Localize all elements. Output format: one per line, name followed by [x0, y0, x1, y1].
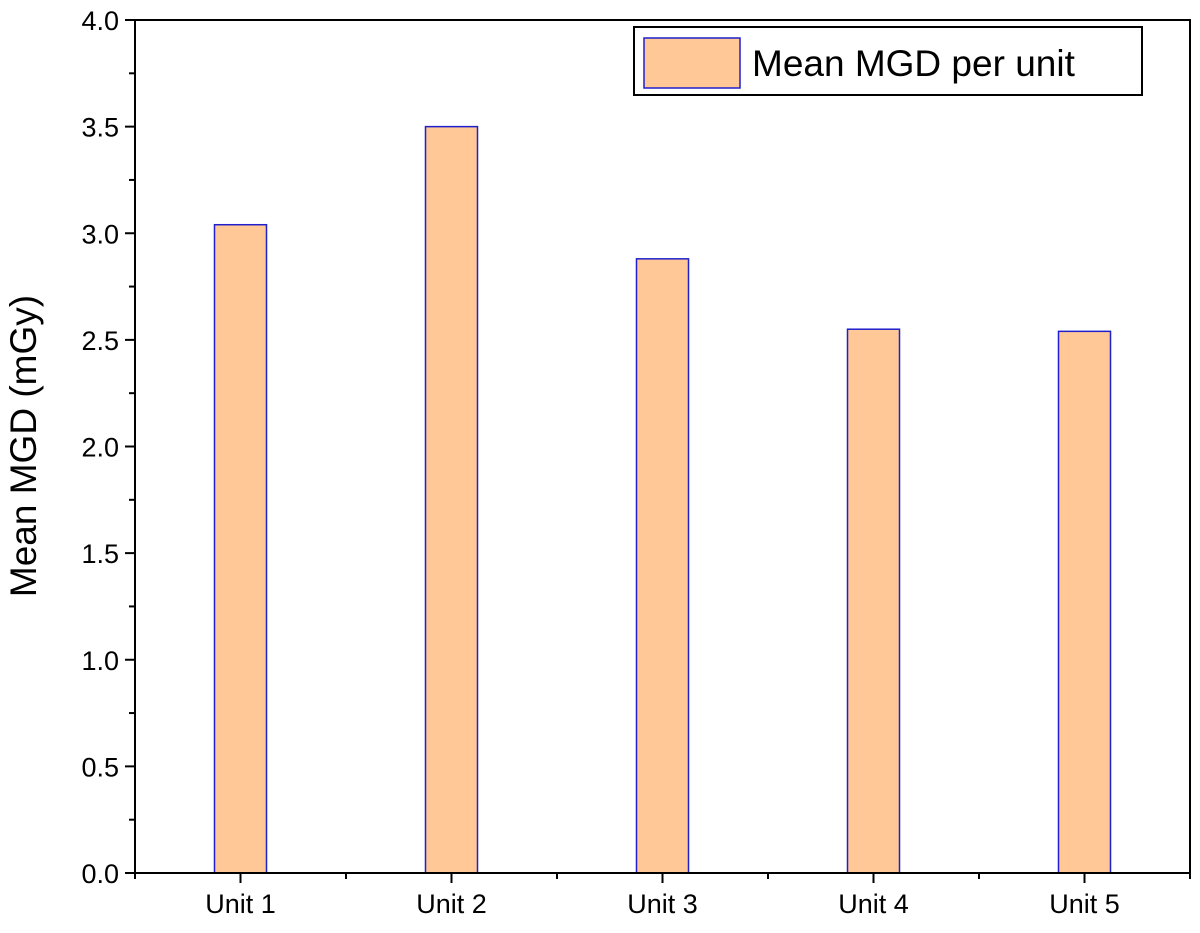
y-axis-title: Mean MGD (mGy)	[3, 295, 44, 597]
x-tick-label: Unit 3	[627, 889, 698, 919]
plot-frame	[134, 19, 1191, 874]
legend-label: Mean MGD per unit	[752, 43, 1076, 84]
x-tick-labels: Unit 1 Unit 2 Unit 3 Unit 4 Unit 5	[205, 889, 1120, 919]
x-tick-label: Unit 4	[838, 889, 909, 919]
bars	[213, 125, 1112, 874]
y-tick-label: 4.0	[81, 6, 119, 36]
bar-unit-4	[846, 328, 901, 874]
x-tick-label: Unit 2	[416, 889, 487, 919]
y-tick-label: 3.0	[81, 219, 119, 249]
bar-unit-2	[424, 125, 479, 874]
bar-unit-1	[213, 223, 268, 874]
y-tick-label: 0.5	[81, 752, 119, 782]
x-tick-label: Unit 1	[205, 889, 276, 919]
bar-unit-5	[1057, 330, 1112, 874]
bar-unit-3	[635, 258, 690, 874]
y-tick-label: 2.5	[81, 326, 119, 356]
y-tick-label: 1.5	[81, 539, 119, 569]
legend-swatch	[643, 37, 741, 89]
y-tick-label: 2.0	[81, 433, 119, 463]
y-tick-labels: 0.0 0.5 1.0 1.5 2.0 2.5 3.0 3.5 4.0	[81, 6, 119, 889]
y-tick-label: 0.0	[81, 859, 119, 889]
y-tick-label: 3.5	[81, 113, 119, 143]
x-tick-label: Unit 5	[1049, 889, 1120, 919]
y-tick-label: 1.0	[81, 646, 119, 676]
legend: Mean MGD per unit	[633, 26, 1143, 96]
